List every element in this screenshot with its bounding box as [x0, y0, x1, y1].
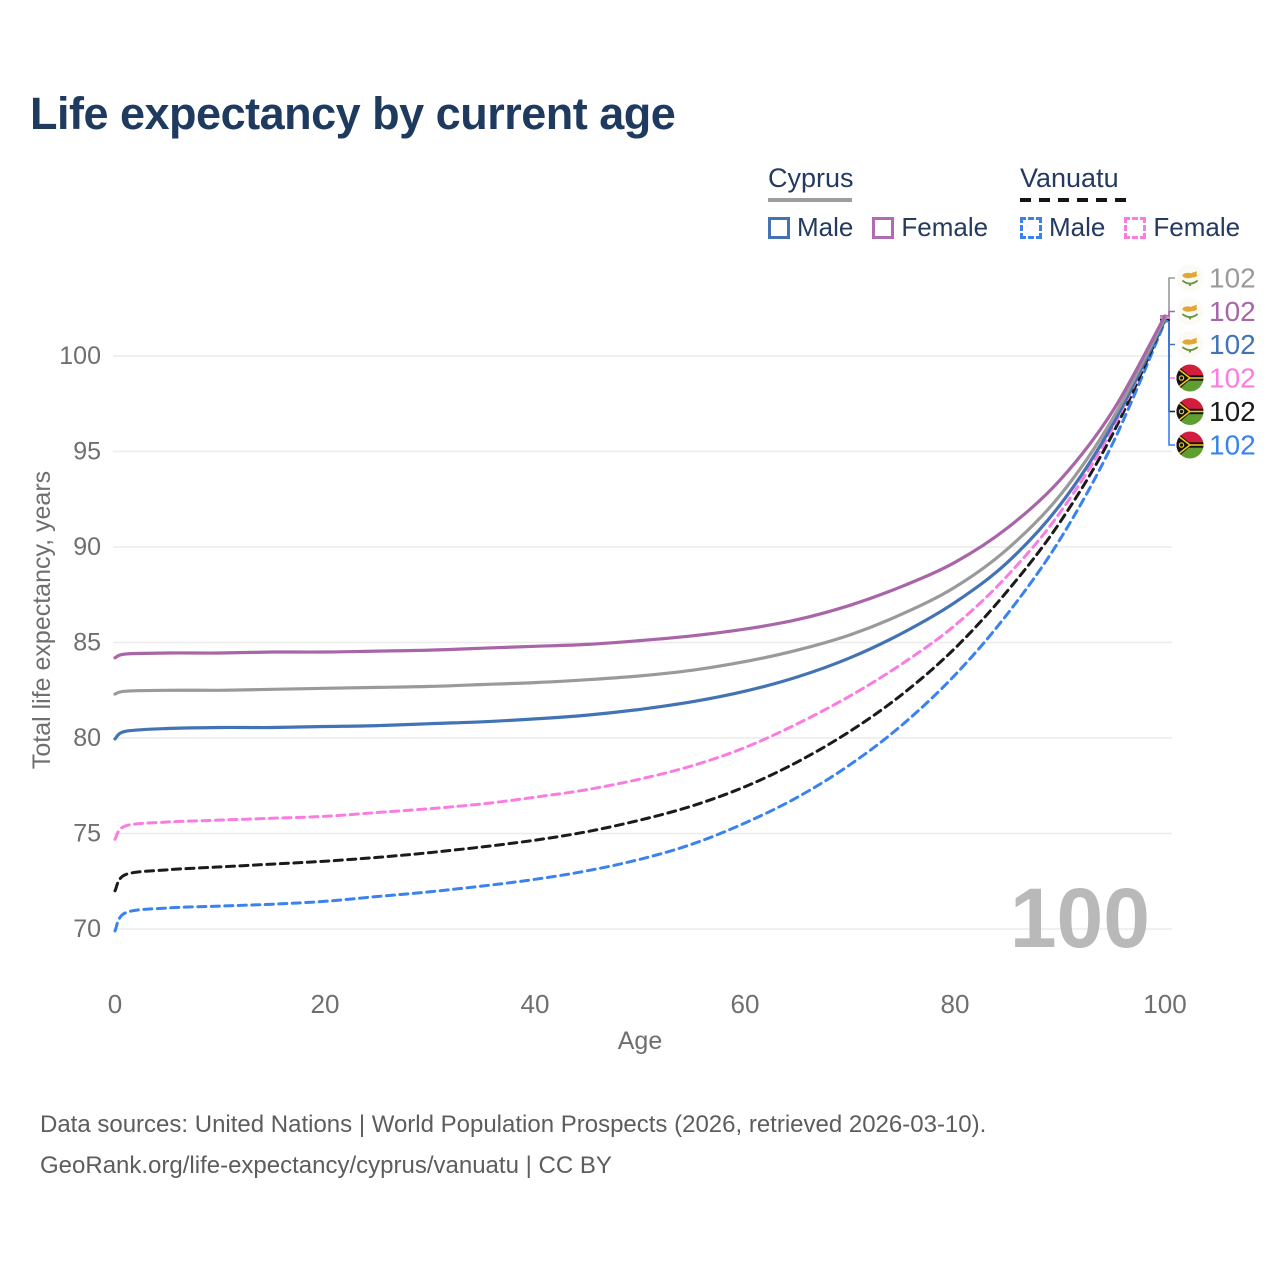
end-value-vanuatu-both: 102: [1209, 396, 1256, 427]
footer-data-sources: Data sources: United Nations | World Pop…: [40, 1111, 987, 1138]
chart-title: Life expectancy by current age: [30, 88, 676, 139]
vanuatu-flag-icon: [1177, 432, 1204, 459]
y-tick-90: 90: [73, 533, 101, 561]
series-line-vanuatu-female: [113, 316, 1167, 841]
series-lines: [113, 314, 1167, 933]
legend-item-vanuatu-female[interactable]: Female: [1124, 212, 1240, 243]
cyprus-flag-icon: [1175, 330, 1205, 359]
cyprus-flag-icon: [1175, 297, 1205, 326]
current-age-watermark: 100: [1010, 871, 1150, 965]
vanuatu-dashed-line-icon: [1020, 198, 1128, 202]
y-tick-70: 70: [73, 915, 101, 943]
connector-cyprus-female: [1160, 310, 1175, 317]
end-value-vanuatu-female: 102: [1209, 363, 1256, 394]
vanuatu-flag-icon: [1177, 398, 1204, 425]
x-tick-60: 60: [731, 989, 760, 1019]
x-tick-100: 100: [1143, 989, 1186, 1019]
x-tick-40: 40: [521, 989, 550, 1019]
legend-cyprus-toggle[interactable]: Cyprus: [768, 163, 854, 193]
gridlines: [113, 355, 1172, 930]
end-value-cyprus-male: 102: [1209, 329, 1256, 360]
end-value-vanuatu-male: 102: [1209, 430, 1256, 461]
vanuatu-flag-icon: [1177, 365, 1204, 392]
series-line-cyprus-male: [113, 318, 1167, 741]
end-label-connectors: [1160, 277, 1175, 446]
x-tick-0: 0: [108, 989, 122, 1019]
footer-attribution: GeoRank.org/life-expectancy/cyprus/vanua…: [40, 1152, 612, 1179]
series-line-cyprus-female: [113, 314, 1167, 660]
y-tick-85: 85: [73, 629, 101, 657]
cyprus-solid-line-icon: [768, 198, 852, 202]
connector-vanuatu-male: [1160, 320, 1175, 446]
y-tick-75: 75: [73, 820, 101, 848]
connector-vanuatu-both-sexes: [1160, 318, 1175, 413]
y-tick-95: 95: [73, 438, 101, 466]
cyprus-male-swatch-icon: [768, 216, 790, 239]
legend-group-vanuatu: Vanuatu Male Female: [1020, 163, 1240, 243]
vanuatu-female-swatch-icon: [1124, 216, 1147, 239]
x-axis-tick-labels: 0 20 40 60 80 100: [108, 989, 1187, 1019]
legend-label-cyprus-female: Female: [901, 212, 989, 242]
vanuatu-male-swatch-icon: [1020, 216, 1042, 239]
x-tick-20: 20: [311, 989, 340, 1019]
end-value-cyprus-female: 102: [1209, 296, 1256, 327]
end-value-cyprus-both: 102: [1209, 263, 1256, 294]
legend-group-cyprus: Cyprus Male Female: [768, 163, 988, 243]
cyprus-female-swatch-icon: [872, 216, 895, 239]
series-line-vanuatu-male: [113, 320, 1167, 933]
footer: Data sources: United Nations | World Pop…: [40, 1104, 986, 1186]
x-axis-title: Age: [618, 1027, 662, 1055]
legend-vanuatu-items: Male Female: [1020, 212, 1240, 243]
y-tick-80: 80: [73, 724, 101, 752]
legend-item-cyprus-female[interactable]: Female: [872, 212, 988, 243]
legend-cyprus-items: Male Female: [768, 212, 988, 243]
y-axis-title: Total life expectancy, years: [28, 471, 56, 769]
legend-item-cyprus-male[interactable]: Male: [768, 212, 853, 243]
legend-vanuatu-toggle[interactable]: Vanuatu: [1020, 163, 1119, 193]
y-tick-100: 100: [59, 342, 101, 370]
legend-label-vanuatu-male: Male: [1049, 212, 1106, 242]
y-axis-tick-labels: 70 75 80 85 90 95 100: [59, 342, 101, 943]
x-tick-80: 80: [941, 989, 970, 1019]
legend-item-vanuatu-male[interactable]: Male: [1020, 212, 1105, 243]
legend-label-cyprus-male: Male: [797, 212, 854, 242]
cyprus-flag-icon: [1175, 263, 1205, 293]
series-line-vanuatu-both-sexes: [113, 318, 1167, 893]
series-line-cyprus-both-sexes: [113, 316, 1167, 696]
end-labels: 102 102 102 102 102 102: [1175, 263, 1256, 461]
legend-label-vanuatu-female: Female: [1153, 212, 1241, 242]
